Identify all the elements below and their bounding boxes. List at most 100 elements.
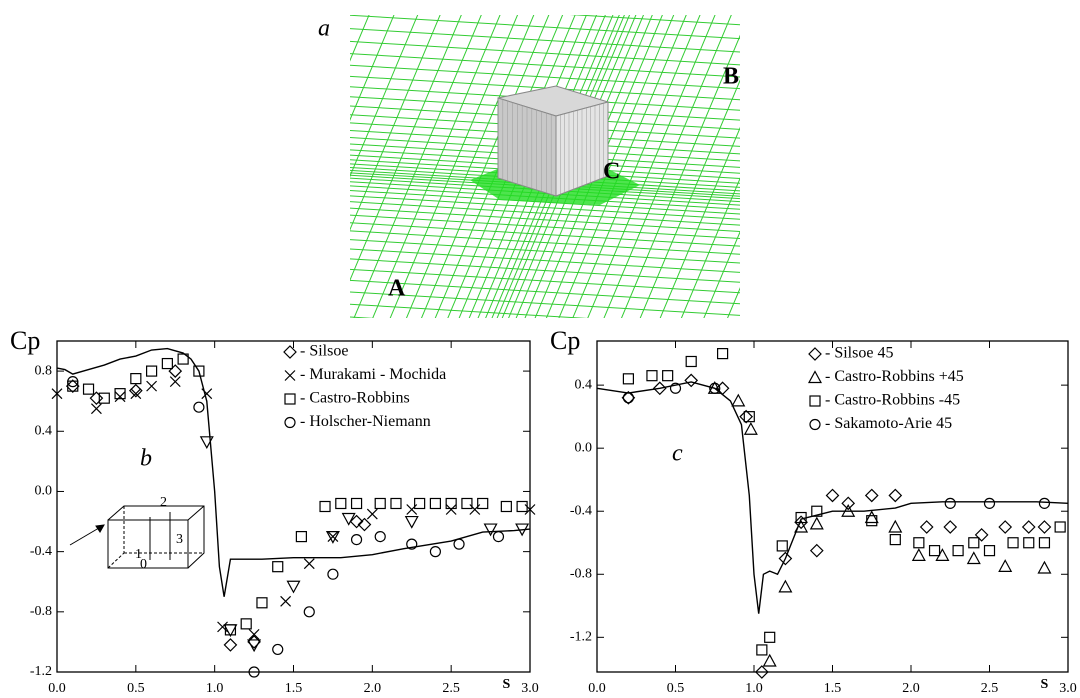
panel-label: b [140,446,152,472]
point [375,532,385,542]
point [764,655,776,666]
point [367,509,377,519]
legend-label: - Holscher-Niemann [300,413,431,430]
panel-label: a [318,16,330,42]
legend-marker [810,396,820,406]
point [446,498,456,508]
point [1008,538,1018,548]
point [415,498,425,508]
point [257,598,267,608]
mesh-line [733,0,1080,698]
point [866,512,878,523]
point [1038,562,1050,573]
point [241,619,251,629]
point [757,645,767,655]
point [304,559,314,569]
mesh-line [0,0,1080,64]
point [686,356,696,366]
y-tick-label: -1.2 [570,630,592,645]
point [999,521,1011,533]
legend-label: - Castro-Robbins -45 [825,392,960,409]
mesh-line [0,0,309,660]
mesh-line [0,397,1039,481]
point [663,371,673,381]
point [685,374,697,386]
point [623,393,633,403]
legend-label: - Castro-Robbins [300,390,410,407]
point [921,521,933,533]
point [131,374,141,384]
point [945,498,955,508]
x-tick-label: 0.0 [588,681,606,696]
point [1055,522,1065,532]
point [328,569,338,579]
mesh-line [0,225,1080,309]
x-tick-label: 3.0 [521,681,539,696]
mesh-line [903,0,1080,698]
point [273,562,283,572]
point [84,384,94,394]
point [375,498,385,508]
point [953,546,963,556]
y-axis-label: Cp [550,326,580,355]
point [281,596,291,606]
x-tick-label: 1.0 [206,681,224,696]
y-axis-label: Cp [10,326,40,355]
point [827,489,839,501]
legend-marker [809,372,821,383]
point [248,636,260,648]
mesh-line [0,0,373,664]
point [623,374,633,384]
mesh-line [14,0,1080,36]
x-tick-label: 3.0 [1059,681,1077,696]
legend-marker [809,348,821,360]
y-tick-label: -0.4 [570,503,592,518]
point [985,498,995,508]
point [478,498,488,508]
line [57,349,530,597]
point [889,489,901,501]
inset-label: 0 [140,557,147,572]
point [765,632,775,642]
point [968,553,980,564]
legend-label: - Castro-Robbins +45 [825,368,964,385]
x-tick-label: 1.5 [285,681,303,696]
point [169,365,181,377]
point [930,546,940,556]
point [430,547,440,557]
point [147,381,157,391]
y-tick-label: 0.0 [35,484,53,499]
x-axis-label: S [502,677,510,692]
point [91,404,101,414]
point-label: C [603,159,620,185]
point [976,529,988,541]
x-axis-label: S [1041,677,1049,692]
mesh-line [26,0,1080,21]
x-tick-label: 2.5 [442,681,460,696]
page: a A B C 2 3 1 0 0.00.51.01.52.02.53.0-1.… [0,0,1080,698]
mesh-line [941,0,1080,698]
point [320,502,330,512]
point [1024,538,1034,548]
figure: a A B C 2 3 1 0 0.00.51.01.52.02.53.0-1.… [0,0,1080,698]
point [969,538,979,548]
mesh-line [0,198,1080,282]
mesh-line [13,0,433,667]
x-tick-label: 2.0 [902,681,920,696]
legend-label: - Silsoe 45 [825,345,893,362]
point [936,549,948,560]
mesh-line [0,280,1080,364]
point [985,546,995,556]
x-tick-label: 0.0 [48,681,66,696]
point [1039,498,1049,508]
x-tick-label: 2.5 [981,681,999,696]
point [842,497,854,509]
mesh-line [866,0,1080,698]
mesh-line [764,0,1080,698]
point [99,393,109,403]
point [273,644,283,654]
point [732,395,744,406]
mesh-line [0,245,1080,329]
point [1023,521,1035,533]
point [304,607,314,617]
